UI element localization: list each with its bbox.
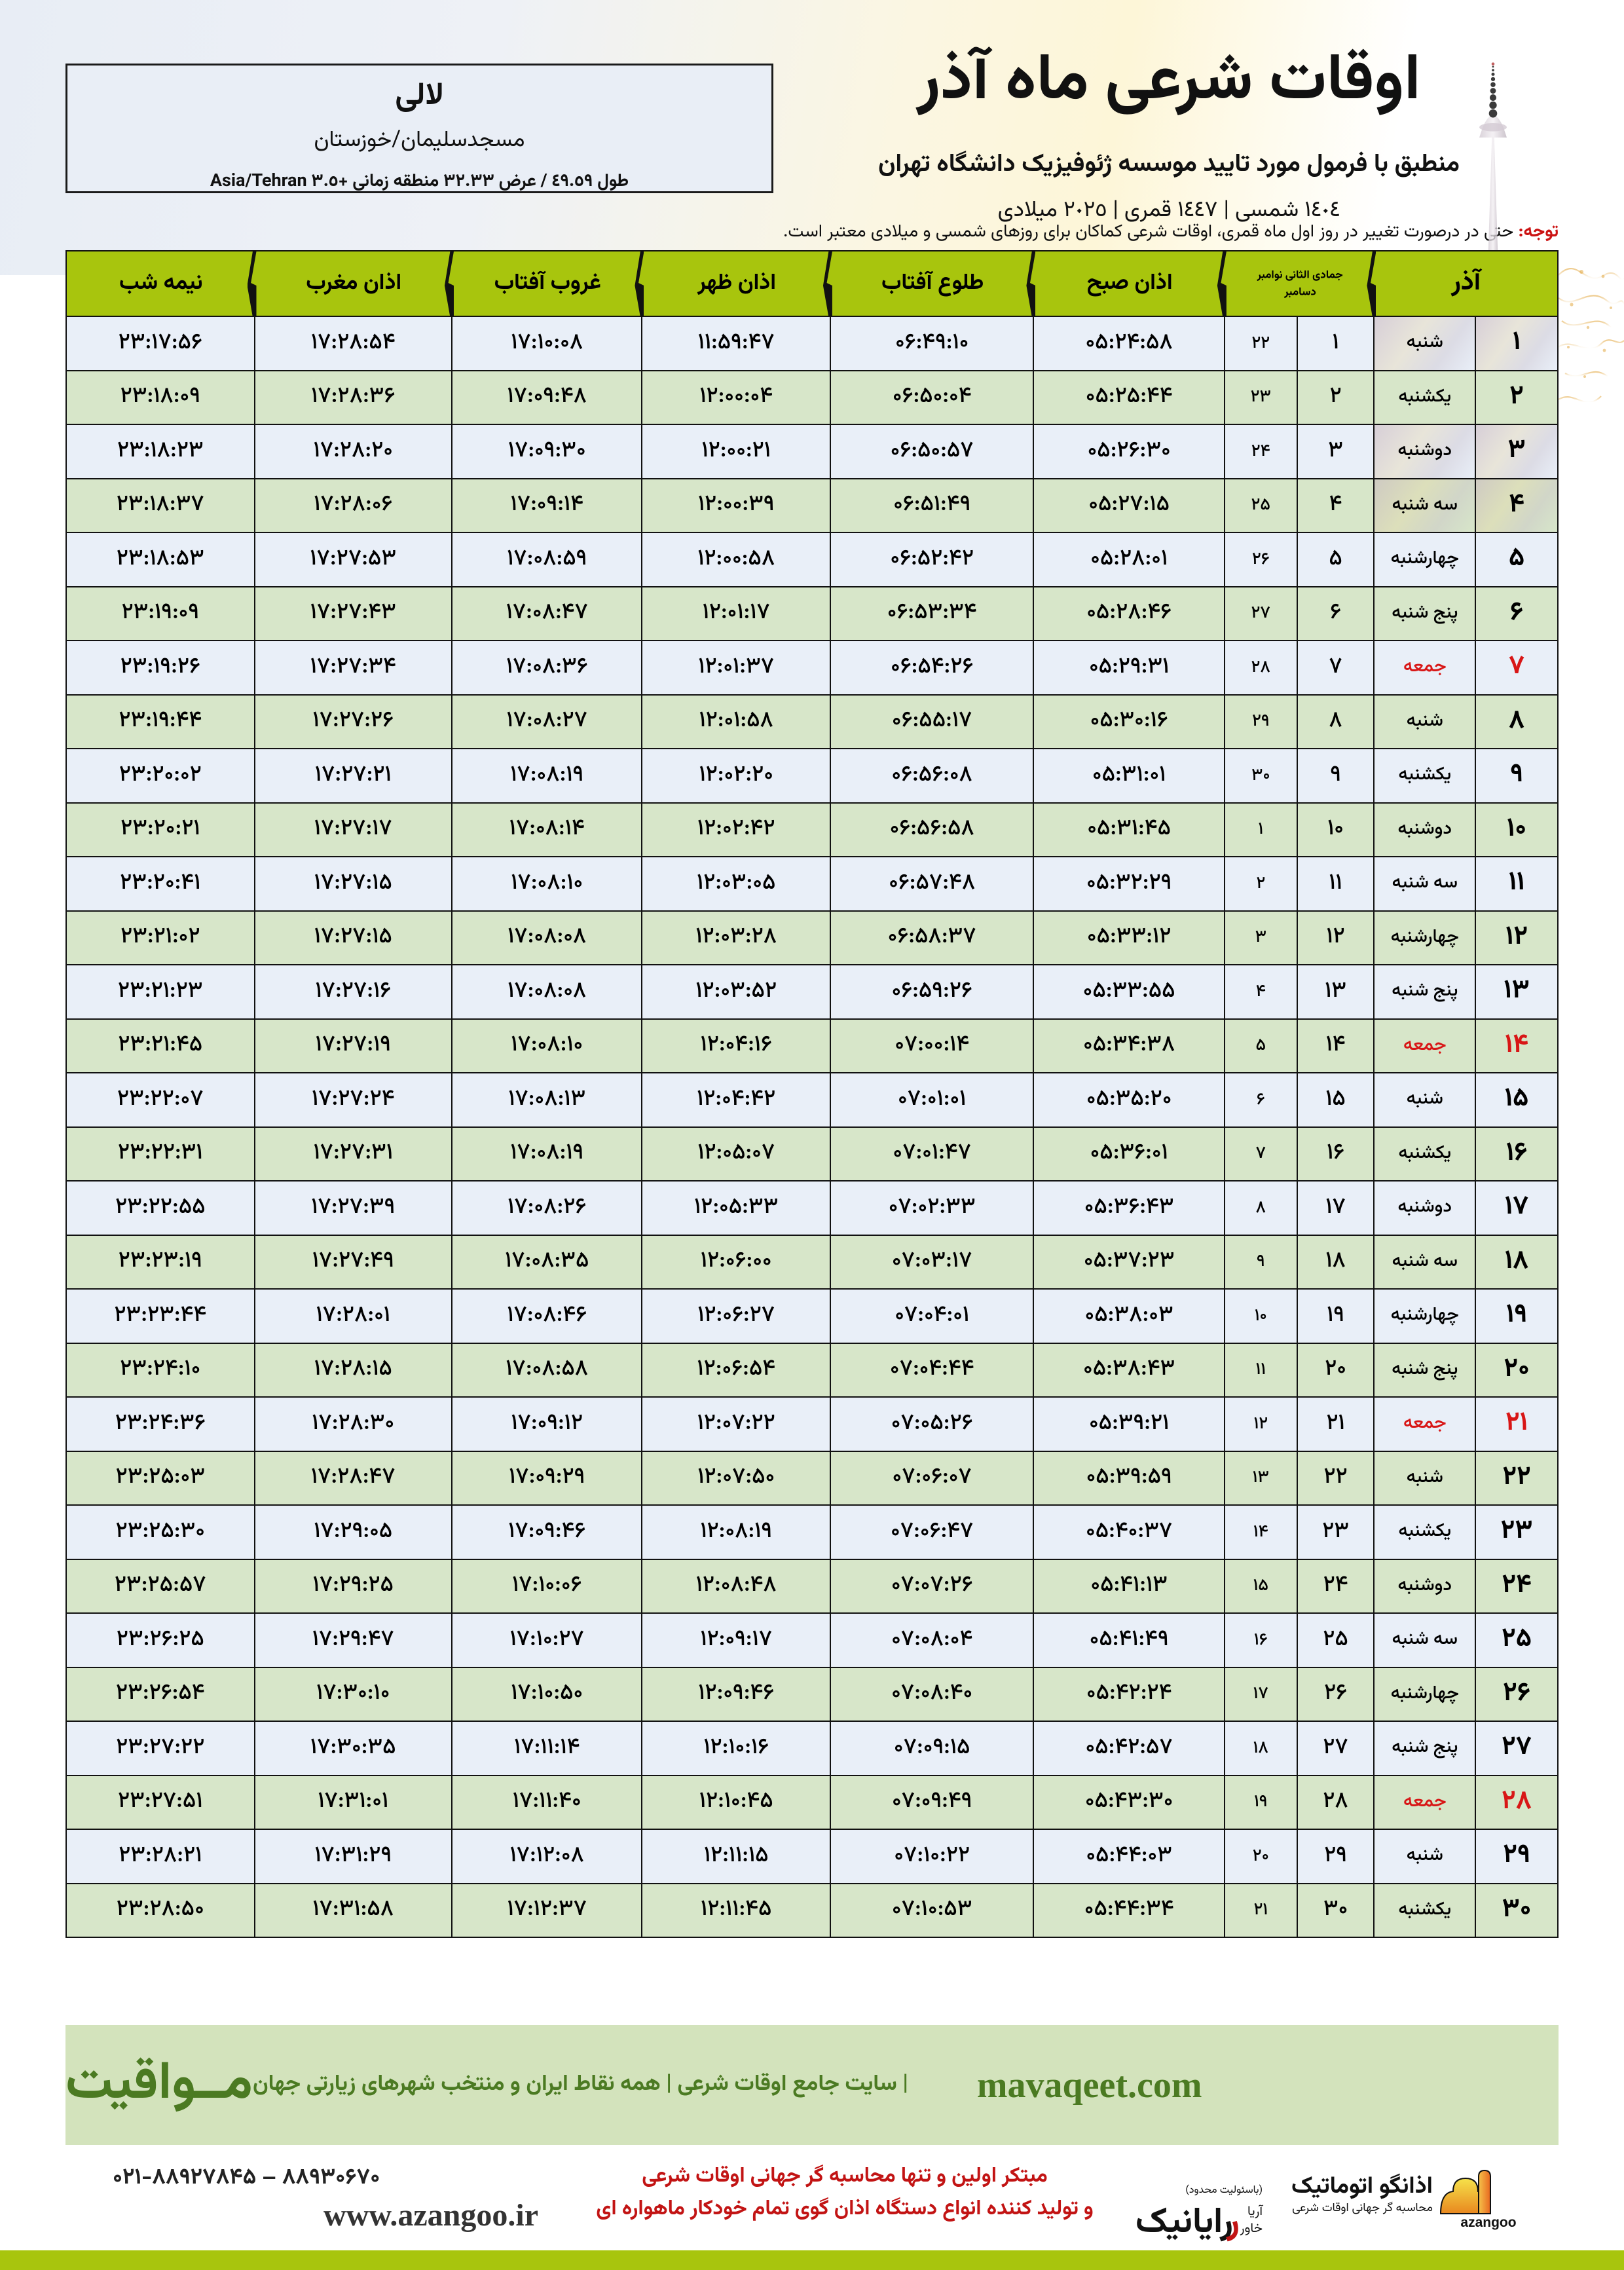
svg-text:رایانیک: رایانیک [1135,2197,1233,2246]
svg-text:azangoo: azangoo [1460,2215,1516,2230]
svg-text:محاسبه گر جهانی اوقات شرعی: محاسبه گر جهانی اوقات شرعی [1292,2199,1433,2218]
svg-text:ر: ر [1225,2197,1240,2246]
